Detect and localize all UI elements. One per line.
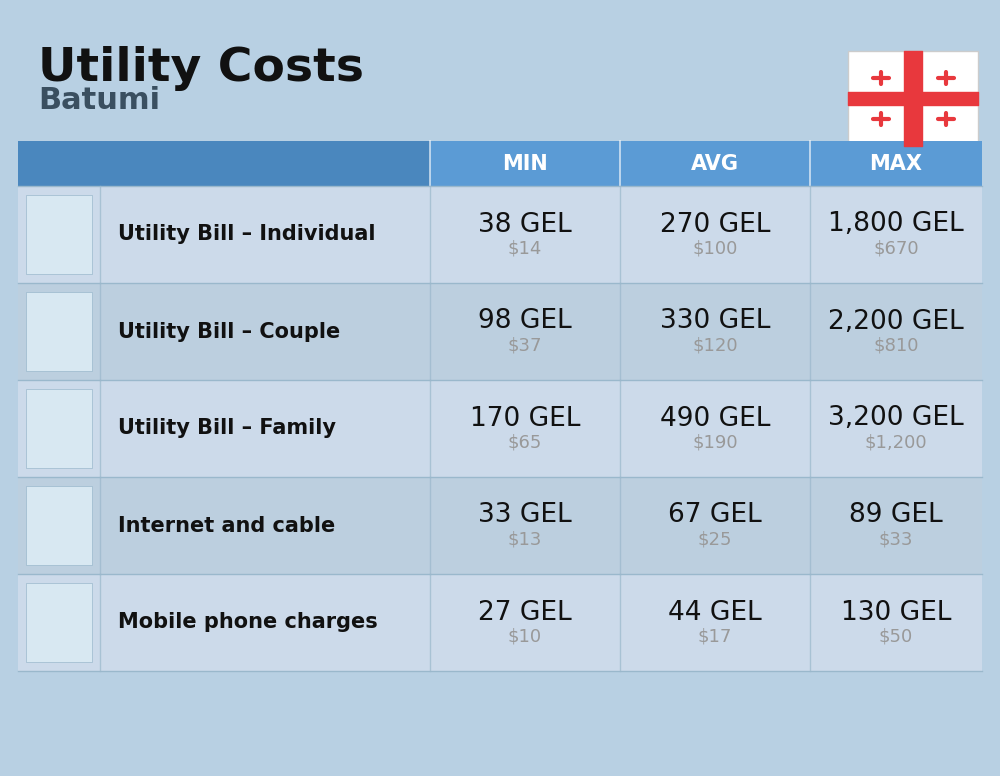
Text: MAX: MAX [870, 154, 922, 174]
Text: $65: $65 [508, 434, 542, 452]
Text: 27 GEL: 27 GEL [478, 600, 572, 625]
Bar [18, 283, 982, 380]
Bar [26, 583, 92, 662]
Text: 130 GEL: 130 GEL [841, 600, 951, 625]
Text: Utility Bill – Couple: Utility Bill – Couple [118, 321, 340, 341]
Bar [18, 141, 982, 186]
Text: $670: $670 [873, 240, 919, 258]
Bar [18, 574, 982, 671]
Bar [26, 292, 92, 371]
Bar [26, 486, 92, 565]
Bar [18, 141, 430, 186]
Text: $100: $100 [692, 240, 738, 258]
Text: $14: $14 [508, 240, 542, 258]
Text: Utility Costs: Utility Costs [38, 46, 364, 91]
Text: 2,200 GEL: 2,200 GEL [828, 309, 964, 334]
Text: Utility Bill – Individual: Utility Bill – Individual [118, 224, 376, 244]
Text: $17: $17 [698, 628, 732, 646]
Text: $190: $190 [692, 434, 738, 452]
Text: 170 GEL: 170 GEL [470, 406, 580, 431]
Text: MIN: MIN [502, 154, 548, 174]
Text: $25: $25 [698, 531, 732, 549]
Text: 89 GEL: 89 GEL [849, 503, 943, 528]
Text: Utility Bill – Family: Utility Bill – Family [118, 418, 336, 438]
Bar [26, 389, 92, 468]
Text: $37: $37 [508, 337, 542, 355]
Text: 490 GEL: 490 GEL [660, 406, 770, 431]
Text: $1,200: $1,200 [865, 434, 927, 452]
Text: $50: $50 [879, 628, 913, 646]
Text: 67 GEL: 67 GEL [668, 503, 762, 528]
Text: 1,800 GEL: 1,800 GEL [828, 212, 964, 237]
Text: 270 GEL: 270 GEL [660, 212, 770, 237]
Text: AVG: AVG [691, 154, 739, 174]
Text: $10: $10 [508, 628, 542, 646]
Bar [26, 195, 92, 274]
Text: 33 GEL: 33 GEL [478, 503, 572, 528]
Text: 44 GEL: 44 GEL [668, 600, 762, 625]
Bar [18, 380, 982, 477]
Text: $810: $810 [873, 337, 919, 355]
Bar [18, 186, 982, 283]
Text: Internet and cable: Internet and cable [118, 515, 335, 535]
Text: 98 GEL: 98 GEL [478, 309, 572, 334]
Bar [18, 477, 982, 574]
Text: Batumi: Batumi [38, 86, 160, 115]
Text: $120: $120 [692, 337, 738, 355]
Text: Mobile phone charges: Mobile phone charges [118, 612, 378, 632]
Text: 330 GEL: 330 GEL [660, 309, 770, 334]
Text: $13: $13 [508, 531, 542, 549]
Text: 38 GEL: 38 GEL [478, 212, 572, 237]
Text: $33: $33 [879, 531, 913, 549]
Text: 3,200 GEL: 3,200 GEL [828, 406, 964, 431]
Bar [848, 51, 978, 146]
